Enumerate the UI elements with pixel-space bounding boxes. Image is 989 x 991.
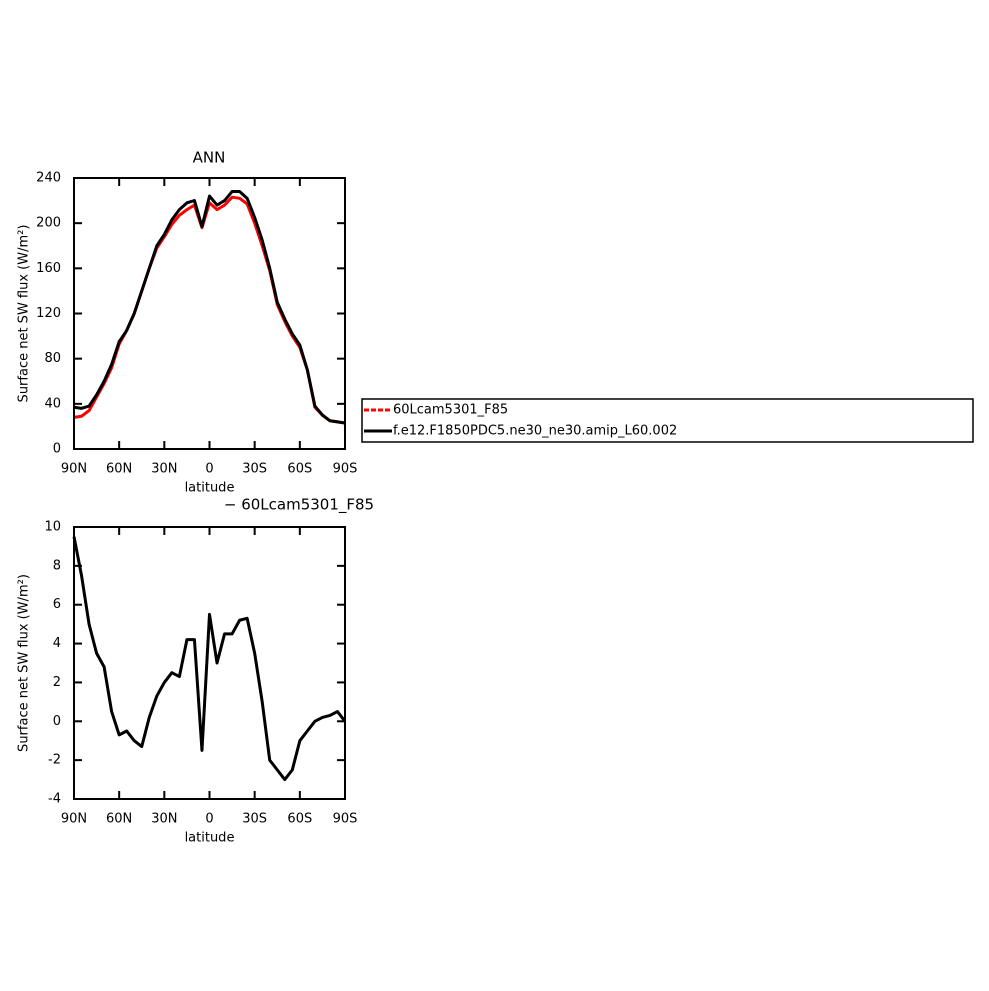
y-tick-label: 8 [53,558,61,573]
x-tick-label: 0 [205,462,213,477]
x-tick-label: 60S [287,462,312,477]
y-axis-label: Surface net SW flux (W/m²) [17,225,32,403]
data-line [72,536,347,782]
x-tick-label: 30S [242,462,267,477]
y-tick-label: 0 [53,714,61,729]
x-tick-label: 60N [106,462,132,477]
y-tick-label: 10 [44,520,61,535]
data-line [73,195,346,425]
y-tick-label: 0 [53,442,61,457]
legend-label: 60Lcam5301_F85 [393,403,508,418]
data-line [73,190,346,425]
chart-title: − 60Lcam5301_F85 [224,496,374,515]
y-tick-label: 4 [53,636,61,651]
legend-box [361,398,974,443]
y-tick-label: 2 [53,675,61,690]
x-tick-label: 90S [333,462,358,477]
x-tick-label: 30N [151,462,177,477]
chart-title: ANN [193,149,226,167]
x-tick-label: 90N [61,462,87,477]
x-tick-label: 90S [333,812,358,827]
y-tick-label: 40 [44,396,61,411]
y-tick-label: 120 [36,306,61,321]
x-tick-label: 90N [61,812,87,827]
x-tick-label: 60S [287,812,312,827]
x-tick-label: 0 [205,812,213,827]
y-tick-label: 80 [44,351,61,366]
y-tick-label: 200 [36,216,61,231]
y-tick-label: -4 [48,792,61,807]
plot-frame [73,177,346,450]
legend-label: f.e12.F1850PDC5.ne30_ne30.amip_L60.002 [393,424,677,439]
plot-frame [73,526,346,800]
y-tick-label: 240 [36,171,61,186]
y-tick-label: 6 [53,597,61,612]
x-tick-label: 30S [242,812,267,827]
x-axis-label: latitude [185,481,235,496]
y-tick-label: 160 [36,261,61,276]
x-tick-label: 60N [106,812,132,827]
x-tick-label: 30N [151,812,177,827]
y-axis-label: Surface net SW flux (W/m²) [17,574,32,752]
x-axis-label: latitude [185,831,235,846]
y-tick-label: -2 [48,753,61,768]
